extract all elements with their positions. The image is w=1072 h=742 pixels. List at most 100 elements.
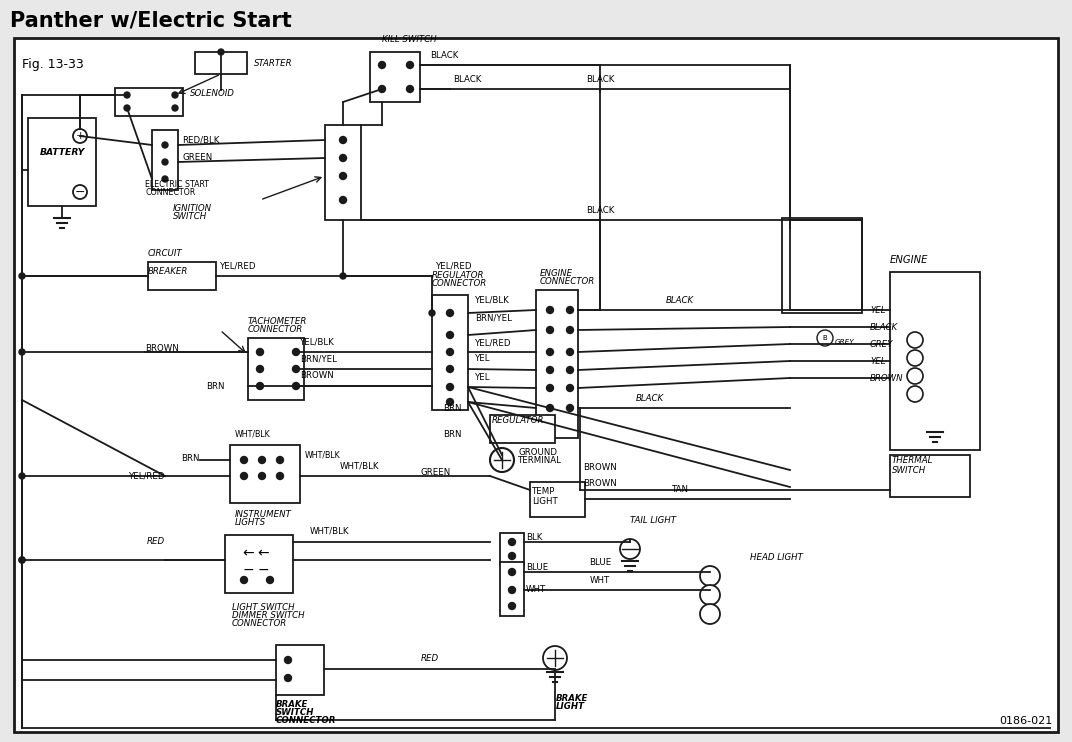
Text: TERMINAL: TERMINAL [518, 456, 562, 464]
Text: −: − [257, 563, 269, 577]
Text: 0186-021: 0186-021 [999, 716, 1052, 726]
Circle shape [566, 326, 574, 333]
Text: BRN: BRN [207, 381, 225, 390]
Text: ←: ← [242, 546, 254, 560]
Text: WHT/BLK: WHT/BLK [306, 450, 341, 459]
Circle shape [547, 404, 553, 412]
Circle shape [340, 197, 346, 203]
Circle shape [378, 85, 386, 93]
Circle shape [293, 383, 299, 389]
Text: GREY: GREY [835, 339, 854, 345]
Text: TAN: TAN [671, 485, 688, 494]
Circle shape [256, 366, 264, 372]
Circle shape [508, 553, 516, 559]
Text: INSTRUMENT: INSTRUMENT [235, 510, 292, 519]
Circle shape [447, 398, 453, 405]
Text: GROUND: GROUND [518, 447, 557, 456]
Circle shape [566, 306, 574, 314]
Circle shape [378, 62, 386, 68]
Text: ENGINE: ENGINE [890, 255, 928, 265]
Circle shape [218, 49, 224, 55]
Circle shape [447, 384, 453, 390]
Circle shape [172, 92, 178, 98]
Bar [890, 272, 980, 450]
Circle shape [277, 456, 283, 464]
Circle shape [19, 557, 25, 563]
Bar [432, 295, 468, 410]
Text: BRN/YEL: BRN/YEL [300, 354, 337, 363]
Circle shape [508, 603, 516, 609]
Text: RED/BLK: RED/BLK [182, 136, 220, 145]
Circle shape [124, 105, 130, 111]
Text: WHT: WHT [590, 576, 610, 585]
Bar [781, 218, 862, 313]
Text: Fig. 13-33: Fig. 13-33 [23, 58, 84, 71]
Text: STARTER: STARTER [254, 59, 293, 68]
Circle shape [19, 473, 25, 479]
Circle shape [240, 473, 248, 479]
Bar [530, 482, 585, 517]
Text: IGNITION: IGNITION [173, 203, 212, 212]
Text: YEL/BLK: YEL/BLK [300, 337, 334, 346]
Text: YEL/RED: YEL/RED [475, 338, 511, 347]
Text: ELECTRIC START: ELECTRIC START [145, 180, 209, 189]
Circle shape [547, 349, 553, 355]
Bar [115, 88, 183, 116]
Circle shape [240, 456, 248, 464]
Text: YEL/RED: YEL/RED [220, 261, 256, 270]
Text: +: + [75, 131, 85, 141]
Circle shape [267, 577, 273, 583]
Circle shape [547, 367, 553, 373]
Circle shape [508, 586, 516, 594]
Circle shape [258, 456, 266, 464]
Bar [276, 645, 324, 695]
Circle shape [429, 310, 435, 316]
Circle shape [256, 382, 264, 390]
Circle shape [162, 142, 168, 148]
Circle shape [73, 129, 87, 143]
Text: GREEN: GREEN [182, 153, 212, 162]
Text: YEL: YEL [475, 354, 491, 363]
Text: BRAKE: BRAKE [556, 694, 589, 703]
Text: BRN: BRN [181, 453, 200, 462]
Bar [195, 52, 247, 74]
Circle shape [907, 350, 923, 366]
Circle shape [406, 85, 414, 93]
Circle shape [293, 366, 299, 372]
Text: SOLENOID: SOLENOID [190, 88, 235, 97]
Circle shape [907, 332, 923, 348]
Circle shape [340, 273, 346, 279]
Circle shape [284, 674, 292, 681]
Text: −: − [242, 563, 254, 577]
Circle shape [293, 349, 299, 355]
Circle shape [547, 384, 553, 392]
Text: CIRCUIT: CIRCUIT [148, 249, 182, 258]
Text: Panther w/Electric Start: Panther w/Electric Start [10, 10, 292, 30]
Circle shape [544, 646, 567, 670]
Text: LIGHT: LIGHT [532, 496, 557, 505]
Text: ENGINE: ENGINE [540, 269, 574, 278]
Text: YEL: YEL [475, 373, 491, 382]
Bar [148, 262, 215, 290]
Circle shape [19, 273, 25, 279]
Text: BLACK: BLACK [430, 51, 459, 60]
Bar [490, 415, 555, 443]
Circle shape [447, 332, 453, 338]
Text: BROWN: BROWN [300, 371, 333, 380]
Text: BREAKER: BREAKER [148, 267, 189, 276]
Circle shape [566, 349, 574, 355]
Text: THERMAL: THERMAL [892, 456, 934, 464]
Text: BATTERY: BATTERY [40, 148, 85, 157]
Circle shape [566, 384, 574, 392]
Circle shape [258, 473, 266, 479]
Text: DIMMER SWITCH: DIMMER SWITCH [232, 611, 304, 620]
Circle shape [907, 386, 923, 402]
Circle shape [700, 585, 720, 605]
Text: LIGHT SWITCH: LIGHT SWITCH [232, 603, 295, 612]
Text: CONNECTOR: CONNECTOR [145, 188, 195, 197]
Text: −: − [75, 186, 86, 199]
Text: YEL: YEL [870, 356, 885, 366]
Text: TAIL LIGHT: TAIL LIGHT [630, 516, 676, 525]
Bar [890, 455, 970, 497]
Text: SWITCH: SWITCH [173, 211, 207, 220]
